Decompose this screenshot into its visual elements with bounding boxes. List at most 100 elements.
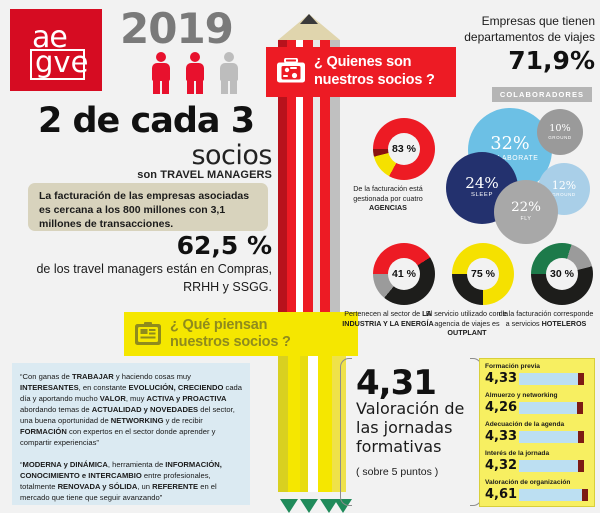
bubble-fly: 22% FLY xyxy=(494,180,558,244)
pencil-stripe-y-2 xyxy=(288,320,300,492)
donut-caption-4: de la facturación corresponde a servicio… xyxy=(498,309,594,328)
valoracion-text: Valoración de las jornadas formativas xyxy=(356,399,465,456)
bubble-value: 32% xyxy=(490,134,530,155)
bubble-ground: 10% GROUND xyxy=(537,109,583,155)
rating-bar xyxy=(519,460,578,472)
billing-note-box: La facturación de las empresas asociadas… xyxy=(28,183,268,231)
donut-chart-1: 83 % xyxy=(373,118,435,180)
member-quotes-box: “Con ganas de TRABAJAR y haciendo cosas … xyxy=(12,363,250,505)
pencil-stripe-7 xyxy=(330,40,340,314)
pencil-red-graphic xyxy=(278,14,340,314)
rating-value: 4,33 xyxy=(485,371,518,386)
travel-managers-pct: 62,5 % xyxy=(176,231,272,260)
pencil-green-tip-1 xyxy=(280,499,298,513)
person-icon-2 xyxy=(184,52,206,94)
rating-label: Interés de la jornada xyxy=(485,450,550,457)
headline-caption: son TRAVEL MANAGERS xyxy=(137,169,272,181)
rating-bar-cap xyxy=(577,460,584,472)
pencil-green-tip-2 xyxy=(300,499,318,513)
rating-label: Valoración de organización xyxy=(485,479,571,486)
year-label: 2019 xyxy=(120,4,234,53)
pencil-lead-tip xyxy=(300,14,318,24)
rating-value: 4,33 xyxy=(485,429,518,444)
pencil-stripe-2 xyxy=(287,40,296,314)
person-icon-3 xyxy=(218,52,240,94)
rating-bar-cap xyxy=(577,431,584,443)
bubble-label: GROUND xyxy=(548,134,572,140)
bubble-label: FLY xyxy=(520,215,532,222)
donut-caption-3: El servicio utilizado con la agencia de … xyxy=(425,309,509,337)
rating-bar xyxy=(519,431,578,443)
donut-center-value: 41 % xyxy=(388,258,420,290)
banner-quienes-son: ¿ Quienes son nuestros socios ? xyxy=(266,47,456,97)
bubble-label: GROUND xyxy=(552,192,576,198)
pencil-stripe-6 xyxy=(320,40,330,314)
logo-text-gve: gve xyxy=(35,45,89,79)
pencil-stripe-y-1 xyxy=(278,320,288,492)
rating-label: Almuerzo y networking xyxy=(485,392,558,399)
rating-row: Adecuación de la agenda 4,33 xyxy=(485,420,594,446)
rating-bar xyxy=(519,402,577,414)
rating-label: Adecuación de la agenda xyxy=(485,421,565,428)
rating-label: Formación previa xyxy=(485,363,540,370)
donut-caption-2: Pertenecen al sector de LA INDUSTRIA Y L… xyxy=(342,309,434,328)
bubble-label: SLEEP xyxy=(471,192,493,199)
pencil-green-tip-3 xyxy=(320,499,338,513)
people-icons xyxy=(150,52,250,94)
pencil-stripe-y-3 xyxy=(300,320,308,492)
rating-value: 4,26 xyxy=(485,400,518,415)
donut-chart-4: 30 % xyxy=(531,243,593,305)
banner-yellow-line1: ¿ Qué piensan xyxy=(170,316,268,333)
rating-row: Valoración de organización 4,61 xyxy=(485,478,594,504)
rating-row: Almuerzo y networking 4,26 xyxy=(485,391,594,417)
brace-left xyxy=(340,358,352,506)
pencil-stripe-1 xyxy=(278,40,287,314)
rating-bar-cap xyxy=(581,489,588,501)
rating-bar xyxy=(519,373,578,385)
pencil-stripe-y-5 xyxy=(318,320,332,492)
donut-center-value: 83 % xyxy=(388,133,420,165)
person-icon-1 xyxy=(150,52,172,94)
departments-label: Empresas que tienen departamentos de via… xyxy=(464,14,595,45)
pencil-stripe-5 xyxy=(313,40,320,314)
valoracion-number: 4,31 xyxy=(356,363,437,403)
billing-note-text: La facturación de las empresas asociadas… xyxy=(39,190,250,231)
banner-que-piensan: ¿ Qué piensan nuestros socios ? xyxy=(124,312,358,356)
rating-bar-cap xyxy=(576,402,583,414)
colaboradores-tab: COLABORADORES xyxy=(492,87,592,102)
donut-caption-1: De la facturación está gestionada por cu… xyxy=(353,184,423,212)
page-title: 2 de cada 3 xyxy=(37,101,255,141)
banner-yellow-line2: nuestros socios ? xyxy=(170,334,291,350)
rating-bar-cap xyxy=(577,373,584,385)
departments-value: 71,9% xyxy=(508,46,595,75)
headline-subtitle: socios xyxy=(191,140,272,171)
banner-red-line2: nuestros socios ? xyxy=(314,72,435,88)
banner-yellow-text: ¿ Qué piensan nuestros socios ? xyxy=(170,317,291,352)
aegve-logo: ae gve xyxy=(10,9,102,91)
rating-value: 4,61 xyxy=(485,487,518,502)
pencil-stripe-3 xyxy=(296,40,303,314)
bubble-value: 10% xyxy=(549,123,571,135)
pencil-stripe-y-4 xyxy=(308,320,318,492)
ratings-panel: Formación previa 4,33 Almuerzo y networkin… xyxy=(479,358,595,507)
valoracion-subtext: ( sobre 5 puntos ) xyxy=(356,466,439,478)
suitcase-icon xyxy=(277,58,305,83)
pencil-stripe-4 xyxy=(303,40,313,314)
donut-chart-2: 41 % xyxy=(373,243,435,305)
bubble-value: 24% xyxy=(465,174,499,193)
clipboard-icon xyxy=(135,322,161,345)
quote-1: “Con ganas de TRABAJAR y haciendo cosas … xyxy=(20,372,242,447)
bubble-value: 22% xyxy=(511,199,541,215)
logo-text-ae: ae xyxy=(32,20,68,55)
logo-box-gve: gve xyxy=(30,45,89,80)
rating-bar xyxy=(519,489,582,501)
pencil-barrel xyxy=(278,40,340,314)
quote-2: “MODERNA y DINÁMICA, herramienta de INFO… xyxy=(20,460,222,502)
bubble-label: COLLABORATE xyxy=(481,155,539,163)
banner-red-line1: ¿ Quienes son xyxy=(314,54,412,71)
rating-row: Formación previa 4,33 xyxy=(485,362,594,388)
rating-value: 4,32 xyxy=(485,458,518,473)
donut-center-value: 75 % xyxy=(467,258,499,290)
donut-center-value: 30 % xyxy=(546,258,578,290)
